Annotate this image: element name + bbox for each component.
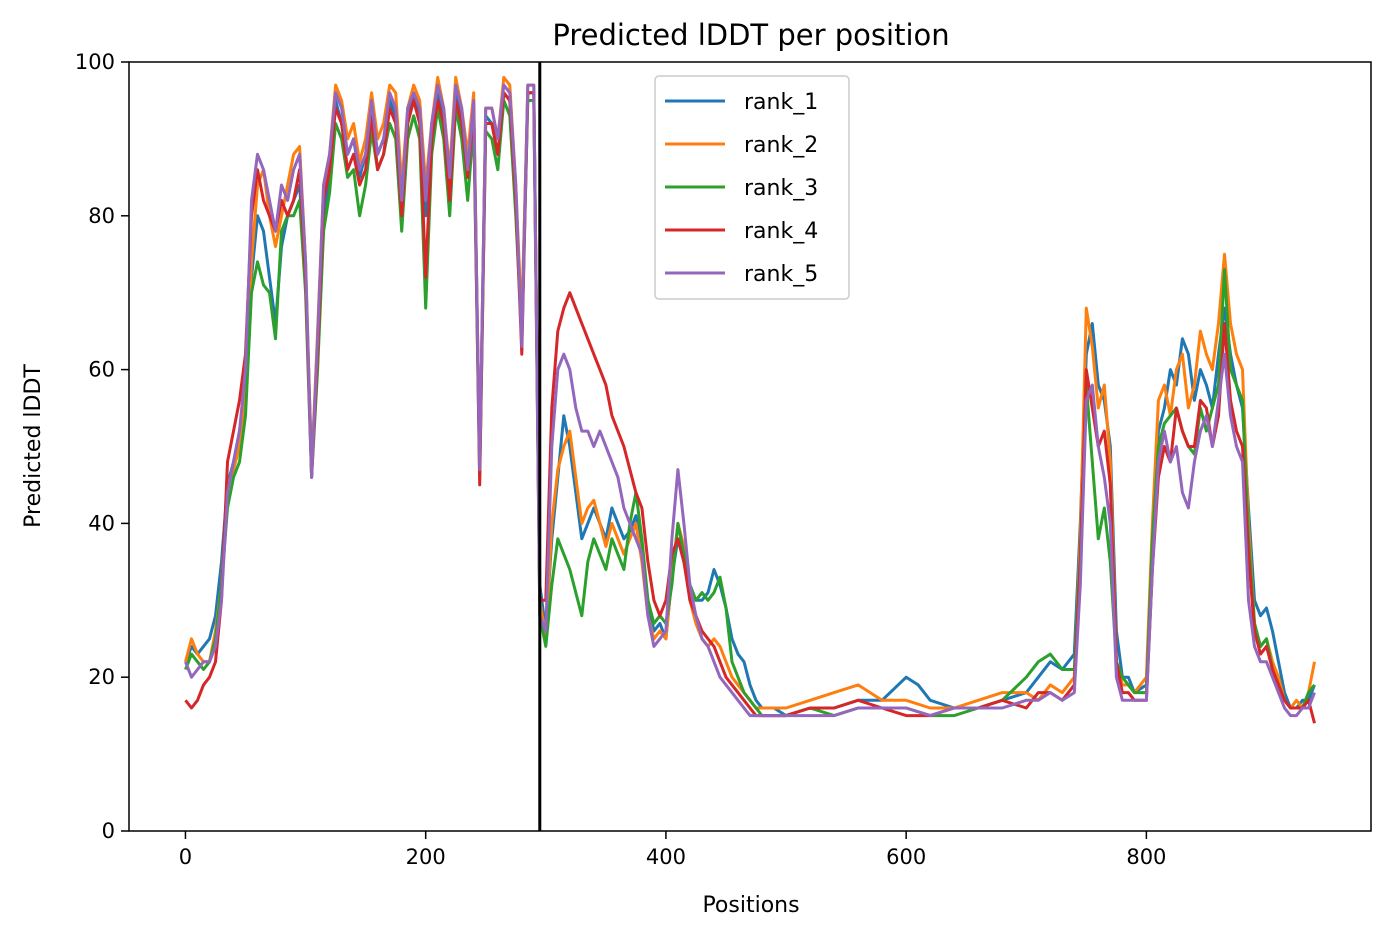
legend-label-rank_1: rank_1 [744, 90, 818, 115]
series-line-rank_4 [184, 91, 1316, 724]
y-tick-label: 20 [88, 665, 115, 689]
series-line-rank_3 [184, 99, 1316, 718]
legend-label-rank_4: rank_4 [744, 219, 818, 244]
x-tick-label: 400 [646, 845, 686, 869]
y-tick-label: 60 [88, 358, 115, 382]
legend-label-rank_5: rank_5 [744, 262, 818, 287]
y-axis-ticks: 0 20 40 60 80 100 [75, 50, 129, 843]
x-tick-label: 600 [886, 845, 926, 869]
x-tick-label: 800 [1126, 845, 1166, 869]
legend-label-rank_3: rank_3 [744, 176, 818, 201]
legend: rank_1 rank_2 rank_3 rank_4 rank_5 [654, 75, 850, 300]
y-tick-label: 80 [88, 204, 115, 228]
chart-title: Predicted lDDT per position [552, 18, 949, 52]
x-tick-label: 200 [406, 845, 446, 869]
x-tick-label: 0 [179, 845, 192, 869]
legend-box [654, 75, 850, 300]
legend-label-rank_2: rank_2 [744, 133, 818, 158]
plot-frame [128, 61, 1372, 832]
y-tick-label: 0 [102, 819, 115, 843]
x-axis-ticks: 0 200 400 600 800 [179, 831, 1166, 869]
plot-lines [184, 75, 1316, 724]
series-line-rank_5 [184, 83, 1316, 718]
y-axis-label: Predicted lDDT [21, 364, 46, 528]
y-tick-label: 100 [75, 50, 115, 74]
x-axis-label: Positions [702, 893, 799, 918]
y-tick-label: 40 [88, 511, 115, 535]
